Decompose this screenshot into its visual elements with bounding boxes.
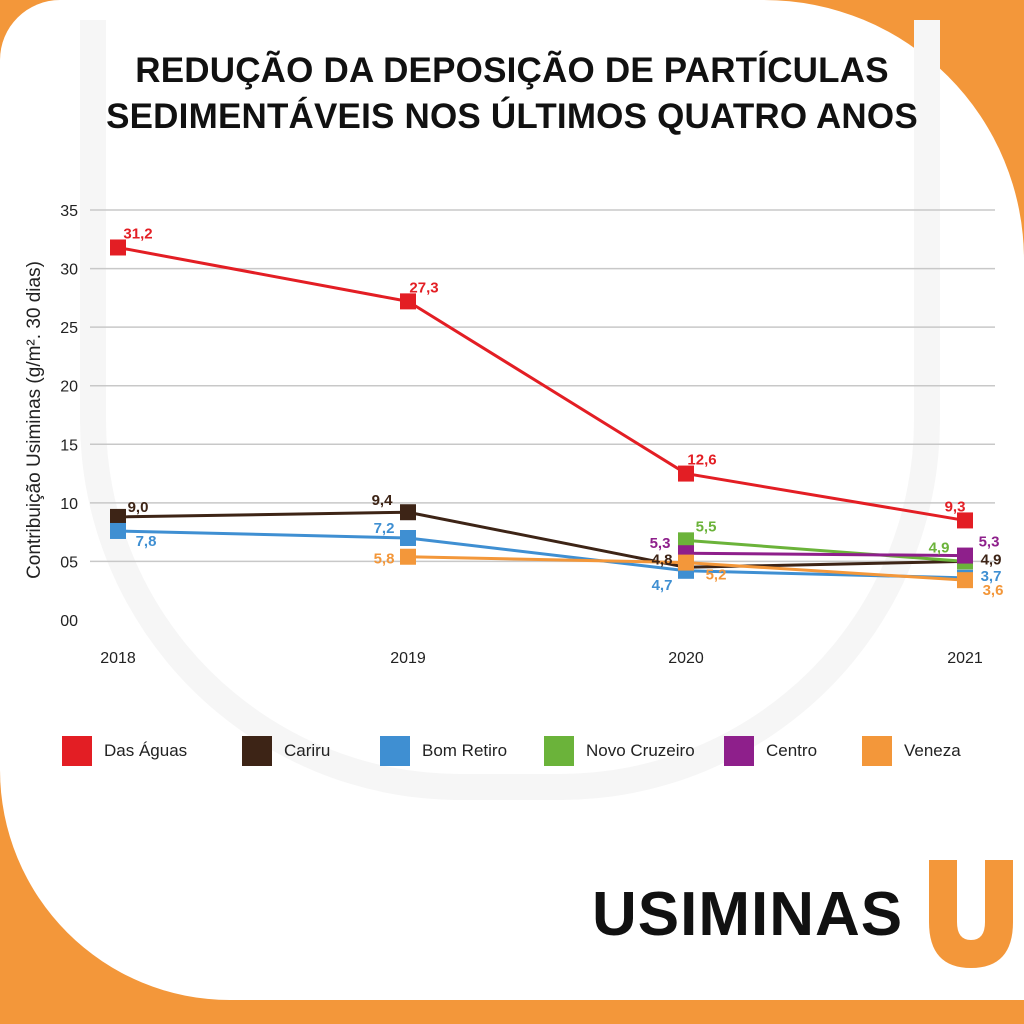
series-line-bom-retiro <box>117 529 966 580</box>
legend-swatch <box>862 736 892 766</box>
marker-novo-cruzeiro <box>678 532 694 549</box>
data-label-bom-retiro: 7,8 <box>136 533 157 550</box>
series-line-cariru <box>117 510 966 569</box>
legend-label: Bom Retiro <box>422 741 508 760</box>
legend-label: Das Águas <box>104 741 188 760</box>
y-tick-label: 05 <box>60 554 78 571</box>
chart-title-line-1: REDUÇÃO DA DEPOSIÇÃO DE PARTÍCULAS <box>135 51 889 90</box>
y-tick-label: 25 <box>60 320 78 337</box>
x-axis-ticks: 2018 2019 2020 2021 <box>100 650 983 667</box>
data-label-novo-cruzeiro: 5,5 <box>696 518 717 535</box>
legend-swatch <box>242 736 272 766</box>
y-axis-label: Contribuição Usiminas (g/m². 30 dias) <box>24 261 45 579</box>
y-tick-label: 15 <box>60 437 78 454</box>
data-label-das-aguas: 9,3 <box>945 498 966 515</box>
marker-das-aguas <box>957 512 973 529</box>
legend-swatch <box>544 736 574 766</box>
data-label-das-aguas: 31,2 <box>123 225 152 242</box>
legend-item-centro: Centro <box>724 736 817 766</box>
logo-u-icon <box>929 860 1014 968</box>
series-line-das-aguas <box>117 246 966 522</box>
legend-item-veneza: Veneza <box>862 736 961 766</box>
legend-item-cariru: Cariru <box>242 736 330 766</box>
data-label-veneza: 3,6 <box>983 582 1004 599</box>
data-labels: 31,2 27,3 12,6 9,3 9,0 9,4 4,8 4,9 7,8 7,2 4,7 3,7 5… <box>123 225 1003 599</box>
data-label-cariru: 9,4 <box>372 492 394 509</box>
legend-item-das-aguas: Das Águas <box>62 736 187 766</box>
chart-title: REDUÇÃO DA DEPOSIÇÃO DE PARTÍCULAS SEDIM… <box>0 48 1024 140</box>
legend-item-bom-retiro: Bom Retiro <box>380 736 507 766</box>
x-tick-label: 2020 <box>668 650 704 667</box>
x-tick-label: 2019 <box>390 650 426 667</box>
legend-label: Cariru <box>284 741 331 760</box>
legend-swatch <box>380 736 410 766</box>
marker-das-aguas <box>110 239 126 256</box>
marker-veneza <box>957 572 973 589</box>
marker-cariru <box>110 508 126 525</box>
legend: Das Águas Cariru Bom Retiro Novo Cruzeiro Ce… <box>62 736 992 772</box>
series-lines <box>117 246 966 582</box>
data-label-centro: 5,3 <box>979 534 1000 551</box>
y-tick-label: 20 <box>60 379 78 396</box>
marker-das-aguas <box>678 465 694 482</box>
legend-label: Centro <box>766 741 818 760</box>
data-label-das-aguas: 12,6 <box>687 452 716 469</box>
data-label-bom-retiro: 7,2 <box>374 520 395 537</box>
data-label-veneza: 5,2 <box>706 567 727 584</box>
data-label-cariru: 4,8 <box>652 551 673 568</box>
data-label-bom-retiro: 3,7 <box>981 568 1002 585</box>
line-chart: 00 05 10 15 20 25 30 35 2018 2019 2020 2021 31,2 27… <box>24 203 1003 667</box>
marker-veneza <box>400 548 416 565</box>
usiminas-logo: USIMINAS <box>592 860 1021 970</box>
legend-label: Novo Cruzeiro <box>586 741 695 760</box>
data-label-bom-retiro: 4,7 <box>652 577 673 594</box>
card-background <box>0 0 1024 1000</box>
marker-das-aguas <box>400 293 416 310</box>
data-label-das-aguas: 27,3 <box>409 279 438 296</box>
data-label-cariru: 9,0 <box>128 499 149 516</box>
legend-swatch <box>62 736 92 766</box>
marker-veneza <box>678 554 694 571</box>
logo-wordmark: USIMINAS <box>592 880 904 949</box>
legend-item-novo-cruzeiro: Novo Cruzeiro <box>544 736 695 766</box>
y-tick-label: 35 <box>60 203 78 220</box>
data-label-cariru: 4,9 <box>981 551 1002 568</box>
marker-cariru <box>400 504 416 521</box>
series-line-centro <box>685 551 966 558</box>
y-tick-label: 30 <box>60 262 78 279</box>
legend-label: Veneza <box>904 741 961 760</box>
chart-title-line-2: SEDIMENTÁVEIS NOS ÚLTIMOS QUATRO ANOS <box>106 97 918 136</box>
series-markers <box>110 239 973 589</box>
x-tick-label: 2018 <box>100 650 136 667</box>
marker-bom-retiro <box>110 522 126 539</box>
data-label-novo-cruzeiro: 4,9 <box>929 539 950 556</box>
y-tick-label: 00 <box>60 613 78 630</box>
series-line-novo-cruzeiro <box>685 538 966 563</box>
legend-swatch <box>724 736 754 766</box>
y-tick-label: 10 <box>60 496 78 513</box>
marker-centro <box>957 547 973 564</box>
y-axis-ticks: 00 05 10 15 20 25 30 35 <box>60 203 78 630</box>
data-label-centro: 5,3 <box>650 535 671 552</box>
marker-bom-retiro <box>400 530 416 546</box>
data-label-veneza: 5,8 <box>374 551 395 568</box>
x-tick-label: 2021 <box>947 650 983 667</box>
